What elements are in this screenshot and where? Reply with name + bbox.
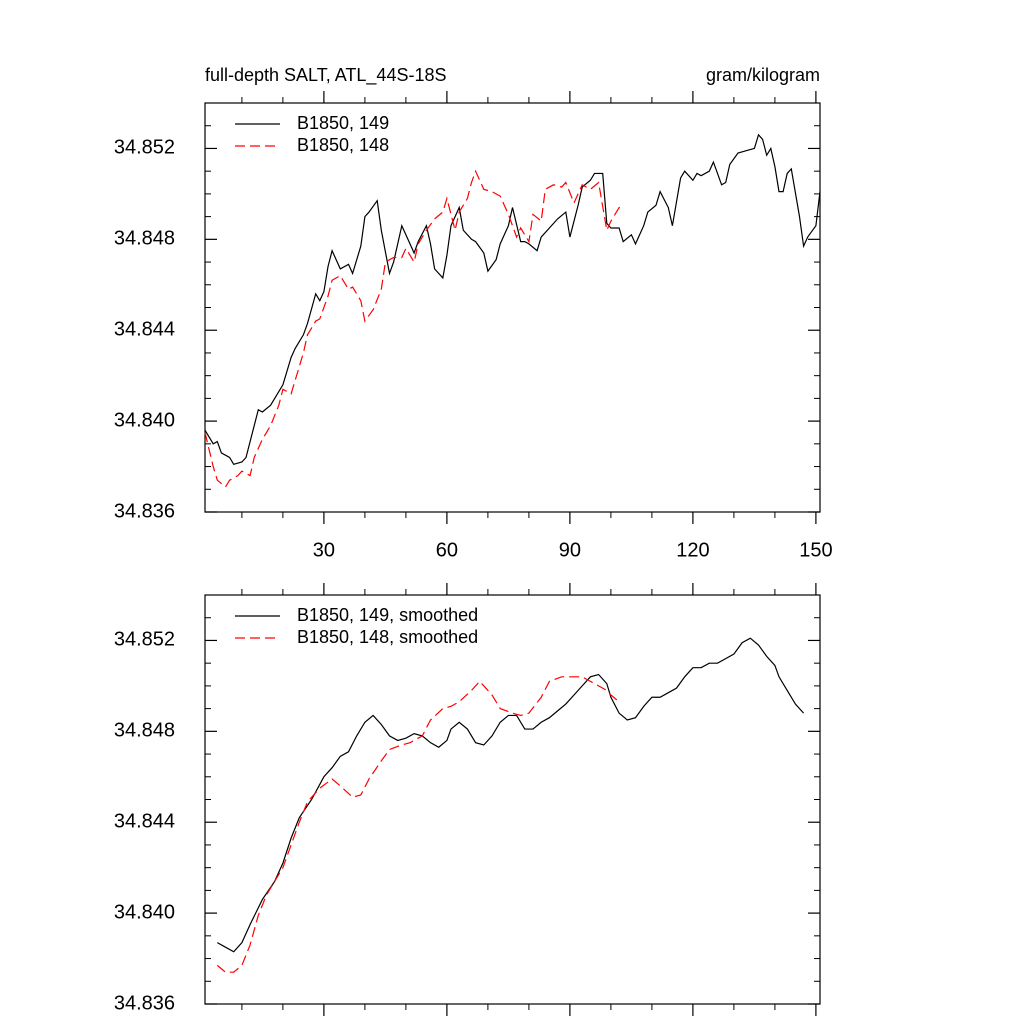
- y-tick-label: 34.844: [114, 811, 175, 833]
- y-tick-label: 34.840: [114, 901, 175, 923]
- series-line: [204, 133, 821, 465]
- y-tick-label: 34.852: [114, 137, 175, 159]
- plot-frame: [204, 102, 821, 513]
- x-tick-label: 90: [559, 539, 581, 561]
- legend-label: B1850, 148, smoothed: [297, 627, 478, 647]
- series-line: [216, 676, 620, 973]
- units-label: gram/kilogram: [706, 65, 820, 85]
- x-tick-label: 30: [313, 539, 335, 561]
- y-tick-label: 34.836: [114, 500, 175, 522]
- legend-label: B1850, 148: [297, 135, 389, 155]
- x-tick-label: 150: [799, 539, 832, 561]
- x-tick-label: 60: [436, 539, 458, 561]
- x-tick-label: 120: [676, 539, 709, 561]
- chart-title: full-depth SALT, ATL_44S-18S: [205, 65, 446, 86]
- y-tick-label: 34.848: [114, 228, 175, 250]
- series-line: [204, 169, 624, 488]
- y-tick-label: 34.840: [114, 409, 175, 431]
- y-tick-label: 34.848: [114, 720, 175, 742]
- y-tick-label: 34.836: [114, 992, 175, 1014]
- y-tick-label: 34.844: [114, 319, 175, 341]
- legend-label: B1850, 149, smoothed: [297, 605, 478, 625]
- legend-label: B1850, 149: [297, 113, 389, 133]
- series-line: [217, 637, 805, 953]
- plot-frame: [204, 594, 821, 1005]
- y-tick-label: 34.852: [114, 629, 175, 651]
